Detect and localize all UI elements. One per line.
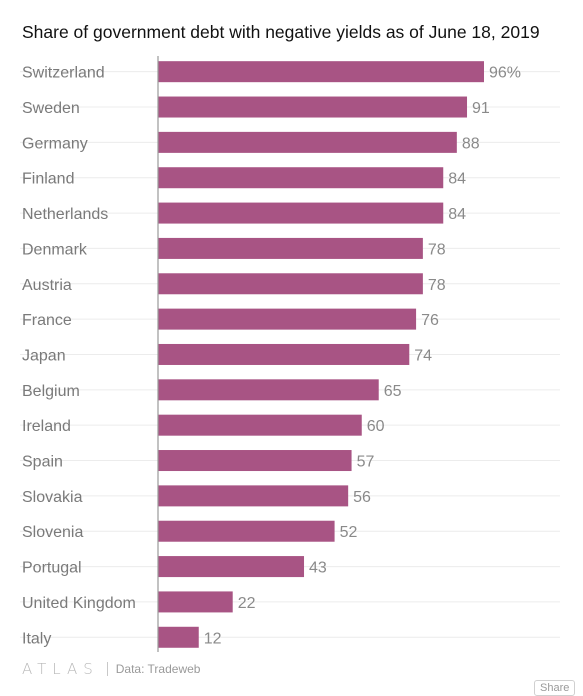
atlas-logo[interactable]: ATLAS bbox=[22, 660, 99, 678]
category-label: Sweden bbox=[22, 100, 80, 117]
value-label: 65 bbox=[384, 383, 402, 400]
source-credit: Data: Tradeweb bbox=[115, 662, 201, 676]
category-label: Denmark bbox=[22, 241, 88, 258]
category-label: Austria bbox=[22, 277, 72, 294]
bar bbox=[158, 202, 444, 224]
bar bbox=[158, 273, 423, 295]
category-label: Japan bbox=[22, 347, 66, 364]
category-label: Belgium bbox=[22, 383, 80, 400]
value-label: 91 bbox=[472, 100, 490, 117]
bar bbox=[158, 131, 457, 153]
value-label: 60 bbox=[367, 418, 385, 435]
category-label: Slovakia bbox=[22, 489, 83, 506]
bar bbox=[158, 626, 199, 648]
value-label: 76 bbox=[421, 312, 439, 329]
footer-divider bbox=[106, 662, 108, 676]
share-button[interactable]: Share bbox=[534, 680, 576, 696]
bar-chart: Switzerland 96% Sweden 91 Germany 88 Finland 84… bbox=[20, 56, 560, 652]
bar bbox=[158, 485, 349, 507]
category-label: United Kingdom bbox=[22, 595, 136, 612]
category-label: Germany bbox=[22, 135, 88, 152]
bar bbox=[158, 591, 233, 613]
category-label: France bbox=[22, 312, 72, 329]
value-label: 57 bbox=[357, 454, 375, 471]
chart-title: Share of government debt with negative y… bbox=[22, 22, 540, 42]
bar bbox=[158, 414, 362, 436]
category-label: Netherlands bbox=[22, 206, 108, 223]
value-label: 22 bbox=[238, 595, 256, 612]
bar bbox=[158, 308, 417, 330]
bar bbox=[158, 61, 484, 83]
value-label: 84 bbox=[448, 171, 466, 188]
category-label: Slovenia bbox=[22, 524, 83, 541]
category-label: Ireland bbox=[22, 418, 71, 435]
value-label: 78 bbox=[428, 277, 446, 294]
category-label: Finland bbox=[22, 171, 74, 188]
category-label: Portugal bbox=[22, 560, 82, 577]
value-label: 43 bbox=[309, 560, 327, 577]
bar bbox=[158, 379, 379, 401]
bar bbox=[158, 520, 335, 542]
bar bbox=[158, 167, 444, 189]
category-label: Italy bbox=[22, 630, 51, 647]
value-label: 78 bbox=[428, 241, 446, 258]
value-label: 96% bbox=[489, 65, 521, 82]
value-label: 74 bbox=[414, 347, 432, 364]
value-label: 12 bbox=[204, 630, 222, 647]
value-label: 52 bbox=[340, 524, 358, 541]
chart-footer: ATLAS Data: Tradeweb bbox=[22, 660, 200, 678]
bar bbox=[158, 237, 423, 259]
category-label: Switzerland bbox=[22, 65, 105, 82]
bar bbox=[158, 450, 352, 472]
bar bbox=[158, 556, 305, 578]
bar bbox=[158, 343, 410, 365]
value-label: 88 bbox=[462, 135, 480, 152]
value-label: 84 bbox=[448, 206, 466, 223]
value-label: 56 bbox=[353, 489, 371, 506]
category-label: Spain bbox=[22, 454, 63, 471]
bar bbox=[158, 96, 468, 118]
